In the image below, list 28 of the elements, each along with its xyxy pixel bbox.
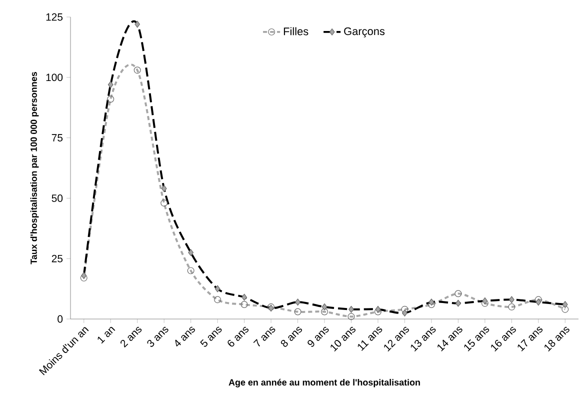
x-tick-label: 7 ans — [253, 326, 276, 347]
x-tick-label: 3 ans — [147, 326, 168, 347]
y-tick-label: 125 — [46, 13, 63, 21]
x-tick-label: 12 ans — [384, 326, 409, 352]
x-axis-title: Age en année au moment de l'hospitalisation — [228, 378, 420, 388]
x-tick-label: 14 ans — [438, 326, 462, 352]
y-tick-label: 50 — [52, 194, 63, 202]
x-tick-label: 16 ans — [491, 326, 516, 352]
x-tick-label: 13 ans — [410, 326, 436, 352]
x-tick-label: 5 ans — [200, 326, 222, 347]
y-tick-label: 75 — [52, 134, 63, 142]
y-tick-label: 25 — [52, 254, 63, 262]
x-tick-label: 4 ans — [175, 326, 195, 347]
x-tick-label: 2 ans — [120, 326, 142, 348]
x-tick-label: 15 ans — [464, 326, 490, 352]
x-tick-label: 1 an — [98, 326, 116, 344]
x-tick-label: 11 ans — [358, 326, 382, 351]
x-tick-label: 6 ans — [228, 326, 249, 347]
legend-label: Filles — [284, 27, 308, 36]
y-tick-label: 100 — [46, 74, 63, 82]
y-axis-title: Taux d'hospitalisation par 100 000 personnes — [30, 72, 39, 264]
x-tick-label: 18 ans — [544, 326, 570, 352]
y-tick-label: 0 — [58, 315, 63, 323]
x-tick-label: 8 ans — [280, 326, 302, 347]
x-tick-label: 17 ans — [518, 326, 543, 352]
x-tick-label: 9 ans — [308, 326, 329, 347]
legend-label: Garçons — [344, 27, 385, 38]
x-tick-label: 10 ans — [330, 326, 356, 352]
